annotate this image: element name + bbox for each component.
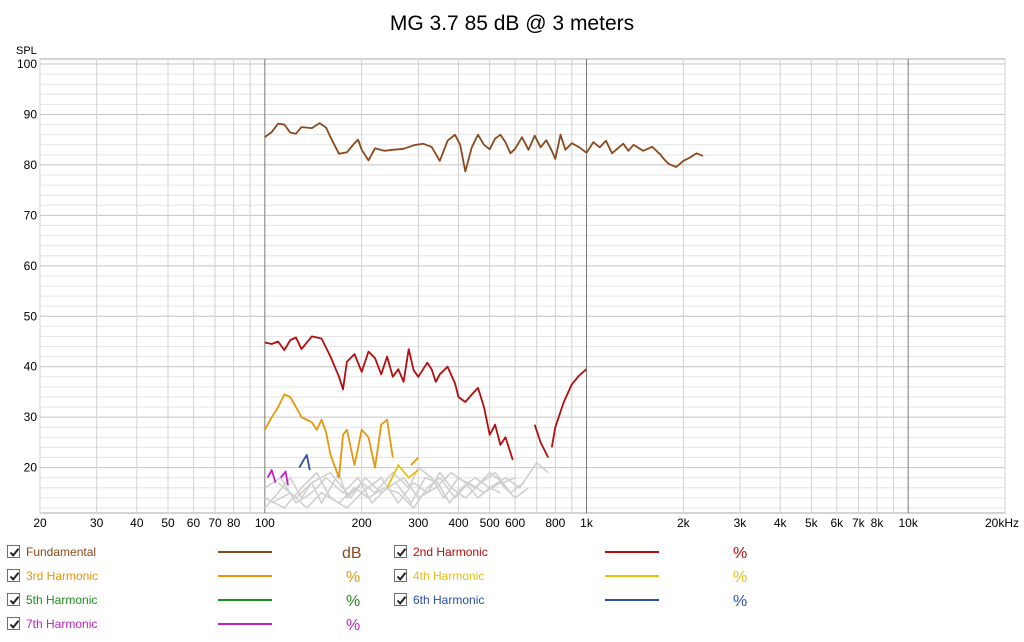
x-tick-label: 5k	[805, 516, 819, 530]
series-line-2nd-harmonic	[264, 335, 514, 461]
checkbox-4th-harmonic[interactable]	[394, 569, 407, 582]
x-tick-label: 6k	[830, 516, 844, 530]
legend-unit-fundamental: dB	[342, 545, 362, 562]
legend-swatch-5th-harmonic	[218, 599, 272, 601]
background-trace	[271, 476, 529, 510]
legend-unit-5th-harmonic: %	[346, 593, 361, 610]
series-line-7th-harmonic	[279, 470, 289, 486]
x-tick-label: 70	[208, 516, 222, 530]
legend-swatch-2nd-harmonic	[605, 551, 659, 553]
y-tick-label: 70	[24, 208, 38, 222]
legend-unit-2nd-harmonic: %	[733, 545, 748, 562]
x-tick-label: 800	[545, 516, 565, 530]
x-tick-label: 500	[480, 516, 500, 530]
chart-title: MG 3.7 85 dB @ 3 meters	[390, 12, 634, 35]
x-tick-label: 50	[161, 516, 175, 530]
background-trace	[264, 461, 549, 505]
x-tick-label: 400	[448, 516, 468, 530]
checkbox-7th-harmonic[interactable]	[7, 617, 20, 630]
y-tick-label: 60	[24, 259, 38, 273]
x-tick-label: 30	[90, 516, 104, 530]
x-tick-label: 300	[408, 516, 428, 530]
legend-unit-4th-harmonic: %	[733, 569, 748, 586]
series-line-6th-harmonic	[298, 454, 311, 471]
legend-swatch-7th-harmonic	[218, 623, 272, 625]
legend: Fundamental dB 2nd Harmonic % 3rd Harmon…	[0, 538, 1024, 642]
grid	[39, 59, 1006, 513]
check-icon	[396, 572, 407, 581]
series-lines	[264, 122, 704, 489]
x-axis-ticks: 20 30 40 50 60 70 80 100 200 300 400 500 600 800 1k 2k 3…	[33, 516, 1019, 530]
y-tick-label: 20	[24, 461, 38, 475]
check-icon	[9, 596, 20, 605]
y-axis-ticks: 20 30 40 50 60 70 80 90 100	[17, 57, 37, 475]
checkbox-3rd-harmonic[interactable]	[7, 569, 20, 582]
legend-label: 7th Harmonic	[26, 617, 98, 631]
x-tick-label: 60	[187, 516, 201, 530]
y-tick-label: 90	[24, 107, 38, 121]
x-tick-label: 7k	[852, 516, 866, 530]
y-tick-label: 100	[17, 57, 37, 71]
legend-label: Fundamental	[26, 545, 97, 559]
series-line-3rd-harmonic	[264, 393, 394, 479]
x-tick-label: 600	[505, 516, 525, 530]
checkbox-fundamental[interactable]	[7, 545, 20, 558]
y-tick-label: 50	[24, 309, 38, 323]
x-tick-label: 3k	[734, 516, 748, 530]
background-trace	[277, 471, 501, 505]
y-tick-label: 80	[24, 158, 38, 172]
legend-label: 4th Harmonic	[413, 569, 485, 583]
x-tick-label: 1k	[580, 516, 594, 530]
x-tick-label: 2k	[677, 516, 691, 530]
legend-unit-7th-harmonic: %	[346, 617, 361, 634]
legend-label: 3rd Harmonic	[26, 569, 99, 583]
check-icon	[396, 548, 407, 557]
legend-swatch-4th-harmonic	[605, 575, 659, 577]
checkbox-5th-harmonic[interactable]	[7, 593, 20, 606]
legend-swatch-6th-harmonic	[605, 599, 659, 601]
y-tick-label: 30	[24, 410, 38, 424]
background-traces	[264, 461, 549, 510]
series-line-fundamental	[264, 122, 704, 173]
x-tick-label: 200	[352, 516, 372, 530]
x-tick-label: 10k	[898, 516, 918, 530]
legend-unit-6th-harmonic: %	[733, 593, 748, 610]
legend-unit-3rd-harmonic: %	[346, 569, 361, 586]
series-line-2nd-harmonic	[533, 424, 550, 458]
y-axis-label: SPL	[16, 45, 37, 57]
series-line-7th-harmonic	[266, 469, 277, 483]
legend-swatch-fundamental	[218, 551, 272, 553]
harmonic-distortion-chart: MG 3.7 85 dB @ 3 meters SPL 20 30 40 50 60 70…	[16, 12, 1019, 530]
x-tick-label: 80	[227, 516, 241, 530]
x-tick-label: 20kHz	[985, 516, 1019, 530]
series-line-2nd-harmonic	[550, 368, 588, 448]
y-tick-label: 40	[24, 360, 38, 374]
legend-label: 6th Harmonic	[413, 593, 485, 607]
legend-swatch-3rd-harmonic	[218, 575, 272, 577]
check-icon	[9, 548, 20, 557]
checkbox-6th-harmonic[interactable]	[394, 593, 407, 606]
x-tick-label: 4k	[774, 516, 788, 530]
legend-label: 5th Harmonic	[26, 593, 98, 607]
checkbox-2nd-harmonic[interactable]	[394, 545, 407, 558]
check-icon	[9, 572, 20, 581]
series-line-3rd-harmonic	[410, 456, 419, 466]
legend-label: 2nd Harmonic	[413, 545, 488, 559]
x-tick-label: 40	[130, 516, 144, 530]
series-line-4th-harmonic	[386, 464, 419, 489]
check-icon	[396, 596, 407, 605]
x-tick-label: 8k	[871, 516, 885, 530]
check-icon	[9, 620, 20, 629]
x-tick-label: 20	[33, 516, 47, 530]
x-tick-label: 100	[255, 516, 275, 530]
background-trace	[264, 471, 525, 510]
